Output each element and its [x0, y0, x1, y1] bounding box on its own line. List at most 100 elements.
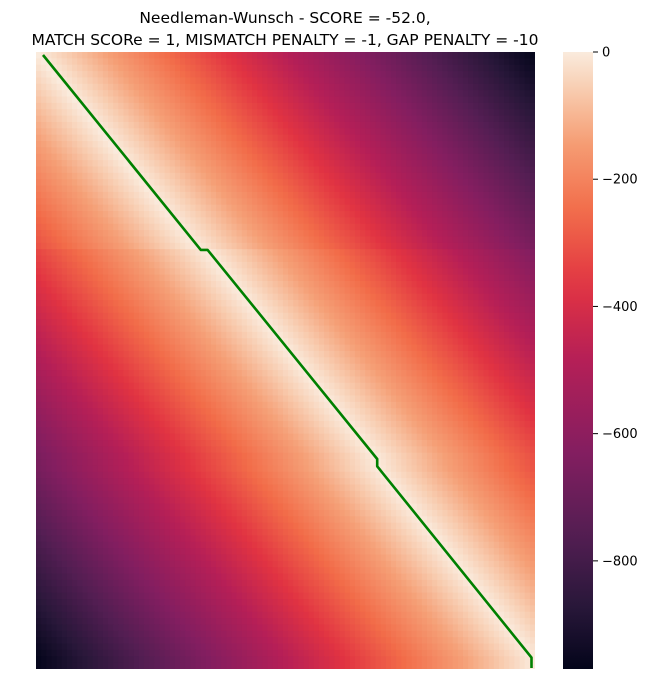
heatmap-cell — [262, 52, 269, 59]
heatmap-cell — [313, 338, 320, 346]
heatmap-cell — [462, 166, 469, 174]
heatmap-cell — [123, 230, 130, 238]
heatmap-cell — [257, 115, 263, 123]
heatmap-cell — [421, 242, 428, 250]
heatmap-cell — [411, 83, 418, 91]
heatmap-cell — [87, 134, 94, 142]
heatmap-cell — [349, 261, 356, 269]
heatmap-cell — [344, 153, 351, 161]
heatmap-cell — [61, 147, 68, 155]
heatmap-cell — [210, 52, 217, 59]
heatmap-cell — [318, 300, 325, 308]
heatmap-cell — [195, 160, 202, 168]
heatmap-cell — [128, 370, 135, 377]
heatmap-cell — [36, 236, 42, 244]
heatmap-cell — [385, 71, 392, 79]
heatmap-cell — [298, 153, 305, 161]
heatmap-cell — [66, 268, 73, 276]
heatmap-cell — [221, 217, 227, 225]
heatmap-cell — [102, 211, 109, 218]
heatmap-cell — [473, 261, 480, 269]
heatmap-cell — [200, 96, 207, 104]
heatmap-cell — [61, 204, 68, 212]
heatmap-cell — [277, 141, 284, 149]
heatmap-cell — [406, 128, 413, 136]
heatmap-cell — [421, 217, 428, 225]
heatmap-cell — [262, 268, 269, 276]
heatmap-cell — [159, 312, 166, 320]
heatmap-cell — [519, 185, 526, 193]
heatmap-cell — [462, 236, 469, 244]
heatmap-cell — [236, 217, 243, 225]
heatmap-cell — [406, 325, 413, 333]
heatmap-cell — [128, 344, 135, 352]
heatmap-cell — [380, 363, 387, 371]
heatmap-cell — [36, 83, 42, 91]
heatmap-cell — [257, 370, 263, 377]
heatmap-cell — [77, 331, 83, 339]
heatmap-cell — [519, 325, 526, 333]
heatmap-cell — [87, 230, 94, 238]
heatmap-cell — [298, 172, 305, 180]
heatmap-cell — [303, 280, 310, 288]
heatmap-cell — [113, 325, 119, 333]
heatmap-cell — [241, 77, 248, 85]
heatmap-cell — [468, 249, 474, 257]
heatmap-cell — [82, 185, 89, 193]
heatmap-cell — [437, 287, 443, 295]
heatmap-cell — [370, 236, 377, 244]
heatmap-cell — [277, 179, 284, 187]
heatmap-cell — [210, 172, 217, 180]
heatmap-cell — [390, 287, 397, 295]
heatmap-cell — [200, 280, 207, 288]
heatmap-cell — [66, 325, 73, 333]
heatmap-cell — [509, 71, 516, 79]
heatmap-cell — [473, 357, 480, 365]
heatmap-cell — [97, 350, 104, 358]
heatmap-cell — [303, 166, 310, 174]
heatmap-cell — [87, 306, 94, 314]
heatmap-cell — [329, 217, 335, 225]
heatmap-cell — [41, 357, 47, 365]
heatmap-cell — [416, 121, 423, 129]
heatmap-cell — [462, 102, 469, 110]
heatmap-cell — [282, 191, 289, 199]
heatmap-cell — [61, 211, 68, 218]
heatmap-cell — [380, 223, 387, 231]
heatmap-cell — [56, 236, 63, 244]
heatmap-cell — [396, 338, 402, 346]
heatmap-cell — [210, 77, 217, 85]
heatmap-cell — [190, 160, 197, 168]
heatmap-cell — [509, 319, 516, 327]
heatmap-cell — [257, 236, 263, 244]
heatmap-cell — [272, 280, 279, 288]
heatmap-cell — [349, 370, 356, 377]
heatmap-cell — [118, 134, 125, 142]
heatmap-cell — [416, 280, 423, 288]
heatmap-cell — [185, 160, 191, 168]
heatmap-cell — [236, 357, 243, 365]
heatmap-cell — [313, 83, 320, 91]
heatmap-cell — [267, 370, 274, 377]
heatmap-cell — [426, 223, 433, 231]
heatmap-cell — [529, 319, 535, 327]
heatmap-cell — [488, 249, 495, 257]
heatmap-cell — [493, 217, 500, 225]
heatmap-cell — [41, 223, 47, 231]
heatmap-cell — [138, 64, 145, 72]
heatmap-cell — [72, 370, 78, 377]
heatmap-cell — [252, 71, 258, 79]
heatmap-cell — [190, 83, 197, 91]
heatmap-cell — [380, 319, 387, 327]
heatmap-cell — [488, 83, 495, 91]
heatmap-cell — [354, 109, 361, 117]
heatmap-cell — [385, 242, 392, 250]
heatmap-cell — [46, 64, 53, 72]
heatmap-cell — [216, 268, 222, 276]
heatmap-cell — [298, 128, 305, 136]
heatmap-cell — [282, 141, 289, 149]
heatmap-cell — [128, 217, 135, 225]
heatmap-cell — [51, 370, 58, 377]
heatmap-cell — [87, 83, 94, 91]
heatmap-cell — [216, 217, 222, 225]
